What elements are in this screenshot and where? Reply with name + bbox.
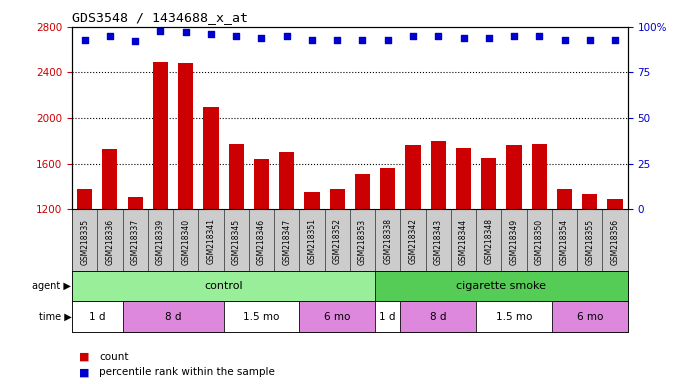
- Text: GSM218348: GSM218348: [484, 218, 493, 265]
- Text: GSM218354: GSM218354: [560, 218, 569, 265]
- Point: [559, 36, 570, 43]
- Text: ■: ■: [79, 352, 89, 362]
- Bar: [481, 158, 497, 209]
- Bar: [608, 199, 623, 209]
- Bar: [102, 149, 117, 209]
- Text: time ▶: time ▶: [38, 312, 71, 322]
- Text: GSM218342: GSM218342: [408, 218, 418, 265]
- Text: GSM218337: GSM218337: [130, 218, 140, 265]
- Point: [307, 36, 318, 43]
- Bar: [380, 168, 395, 209]
- Text: GSM218350: GSM218350: [535, 218, 544, 265]
- Point: [433, 33, 444, 39]
- Bar: [375, 271, 628, 301]
- Bar: [305, 192, 320, 209]
- Bar: [123, 301, 224, 332]
- Bar: [557, 189, 572, 209]
- Bar: [153, 62, 168, 209]
- Point: [458, 35, 469, 41]
- Text: GSM218351: GSM218351: [307, 218, 316, 265]
- Text: 6 mo: 6 mo: [324, 312, 351, 322]
- Bar: [72, 301, 123, 332]
- Bar: [405, 146, 421, 209]
- Point: [155, 27, 166, 33]
- Bar: [254, 159, 269, 209]
- Bar: [77, 189, 92, 209]
- Text: GSM218347: GSM218347: [282, 218, 292, 265]
- Text: GSM218341: GSM218341: [206, 218, 215, 265]
- Text: GSM218338: GSM218338: [383, 218, 392, 265]
- Text: GSM218352: GSM218352: [333, 218, 342, 265]
- Point: [357, 36, 368, 43]
- Text: 1.5 mo: 1.5 mo: [496, 312, 532, 322]
- Text: percentile rank within the sample: percentile rank within the sample: [99, 367, 275, 377]
- Text: count: count: [99, 352, 129, 362]
- Point: [484, 35, 495, 41]
- Point: [508, 33, 519, 39]
- Text: GSM218339: GSM218339: [156, 218, 165, 265]
- Text: GSM218344: GSM218344: [459, 218, 468, 265]
- Bar: [582, 194, 598, 209]
- Text: 8 d: 8 d: [165, 312, 181, 322]
- Text: 8 d: 8 d: [430, 312, 447, 322]
- Point: [206, 31, 217, 37]
- Point: [230, 33, 241, 39]
- Point: [104, 33, 115, 39]
- Text: GSM218336: GSM218336: [106, 218, 115, 265]
- Text: GSM218353: GSM218353: [358, 218, 367, 265]
- Bar: [532, 144, 547, 209]
- Point: [382, 36, 393, 43]
- Text: GSM218355: GSM218355: [585, 218, 594, 265]
- Bar: [279, 152, 294, 209]
- Bar: [224, 301, 299, 332]
- Bar: [506, 146, 521, 209]
- Text: GSM218349: GSM218349: [510, 218, 519, 265]
- Bar: [552, 301, 628, 332]
- Bar: [476, 301, 552, 332]
- Text: agent ▶: agent ▶: [32, 281, 71, 291]
- Bar: [178, 63, 193, 209]
- Bar: [72, 271, 375, 301]
- Text: 1 d: 1 d: [89, 312, 106, 322]
- Point: [407, 33, 418, 39]
- Bar: [203, 107, 219, 209]
- Point: [281, 33, 292, 39]
- Point: [256, 35, 267, 41]
- Point: [332, 36, 343, 43]
- Text: cigarette smoke: cigarette smoke: [456, 281, 547, 291]
- Text: GSM218340: GSM218340: [181, 218, 190, 265]
- Text: GDS3548 / 1434688_x_at: GDS3548 / 1434688_x_at: [72, 11, 248, 24]
- Point: [584, 36, 595, 43]
- Point: [534, 33, 545, 39]
- Text: 1.5 mo: 1.5 mo: [244, 312, 280, 322]
- Text: 1 d: 1 d: [379, 312, 396, 322]
- Bar: [401, 301, 476, 332]
- Bar: [128, 197, 143, 209]
- Text: 6 mo: 6 mo: [577, 312, 603, 322]
- Text: ■: ■: [79, 367, 89, 377]
- Text: GSM218346: GSM218346: [257, 218, 266, 265]
- Text: GSM218345: GSM218345: [232, 218, 241, 265]
- Point: [610, 36, 621, 43]
- Text: GSM218343: GSM218343: [434, 218, 442, 265]
- Bar: [228, 144, 244, 209]
- Bar: [431, 141, 446, 209]
- Text: control: control: [204, 281, 243, 291]
- Point: [130, 38, 141, 45]
- Text: GSM218356: GSM218356: [611, 218, 619, 265]
- Bar: [355, 174, 370, 209]
- Bar: [330, 189, 345, 209]
- Bar: [299, 301, 375, 332]
- Bar: [456, 148, 471, 209]
- Text: GSM218335: GSM218335: [80, 218, 89, 265]
- Bar: [375, 301, 401, 332]
- Point: [79, 36, 90, 43]
- Point: [180, 29, 191, 35]
